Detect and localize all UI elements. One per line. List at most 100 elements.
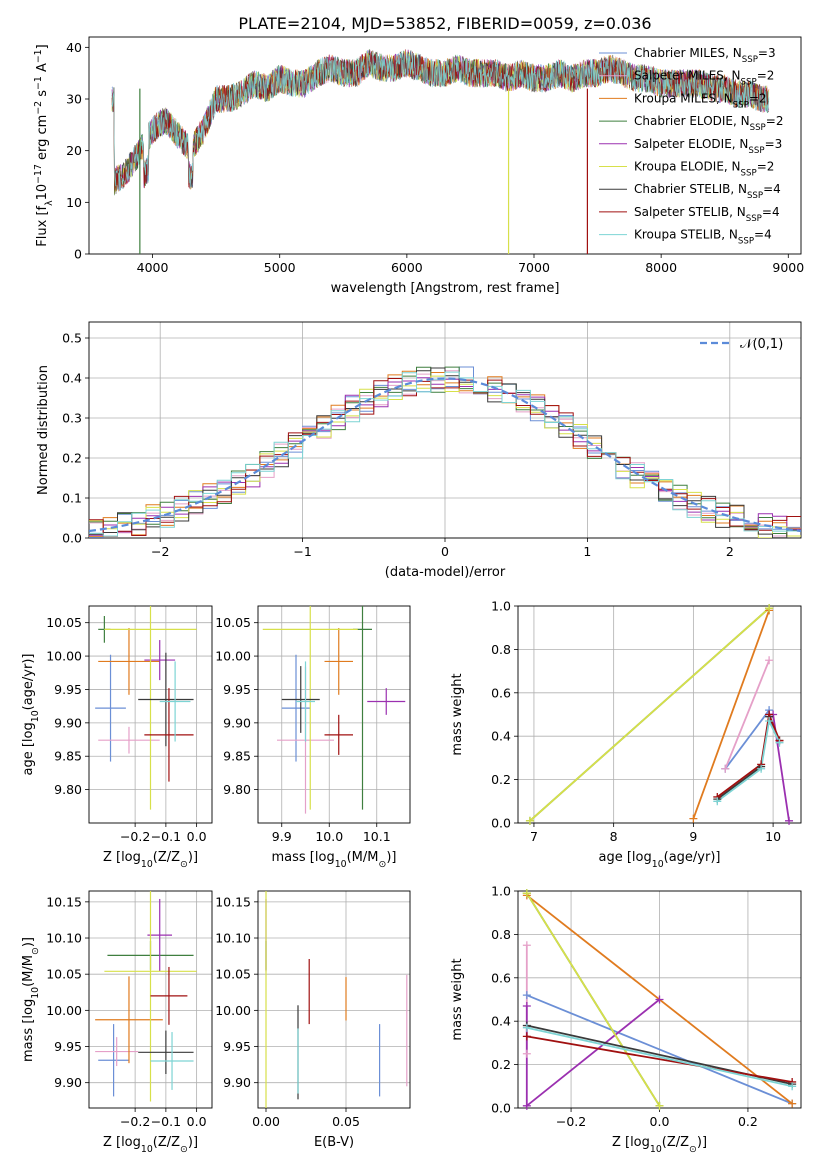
- y-tick-label: 10.15: [46, 894, 82, 909]
- y-tick-label: 9.95: [54, 1039, 82, 1054]
- y-tick-label: 9.80: [54, 782, 82, 797]
- y-tick-label: 0.8: [491, 927, 511, 942]
- panel-weight-vs-age: 7 8 9 10 0.0 0.2 0.4 0.6 0.8 1.0 age [log10(age/yr…: [450, 599, 802, 870]
- weight-marker: [788, 1082, 797, 1091]
- x-axis-label: age [log10(age/yr)]: [599, 850, 721, 870]
- legend-label: 𝒩(0,1): [740, 337, 783, 352]
- x-tick-label: 10.0: [315, 829, 343, 844]
- weight-marker: [757, 764, 766, 773]
- y-tick-label: 0.2: [491, 772, 511, 787]
- weight-line-kroupa-stelib: [526, 1026, 793, 1088]
- histogram-kroupa-elodie: [89, 375, 801, 538]
- weight-marker: [765, 717, 774, 726]
- weight-line-salpeter-stelib: [526, 1035, 793, 1083]
- weight-marker: [522, 1049, 531, 1058]
- weight-marker: [522, 1023, 531, 1032]
- weight-line-kroupa-stelib: [716, 718, 781, 803]
- x-tick-label: 0.00: [252, 1114, 280, 1129]
- y-tick-label: 9.90: [223, 715, 251, 730]
- y-tick-label: 0.8: [491, 642, 511, 657]
- x-tick-label: 8: [610, 829, 618, 844]
- y-tick-label: 10.15: [215, 894, 251, 909]
- x-tick-label: 7: [530, 829, 538, 844]
- weight-marker: [522, 889, 531, 898]
- weight-marker: [522, 941, 531, 950]
- x-tick-label: 4000: [137, 260, 169, 275]
- y-axis-label: Normed distribution: [36, 365, 51, 495]
- normal-curve: [89, 377, 801, 533]
- x-tick-label: −0.2: [556, 1114, 586, 1129]
- y-tick-label: 0.4: [62, 371, 82, 386]
- legend-label: Kroupa ELODIE, NSSP=2: [634, 160, 774, 179]
- x-tick-label: 0.0: [650, 1114, 670, 1129]
- weight-marker: [765, 656, 774, 665]
- x-tick-label: −2: [151, 544, 169, 559]
- x-tick-label: 0.0: [187, 829, 207, 844]
- y-tick-label: 9.80: [223, 782, 251, 797]
- y-tick-label: 0: [74, 247, 82, 262]
- panel-residuals: −2 −1 0 1 2 0.0 0.1 0.2 0.3 0.4 0.5 (data-model)/er…: [36, 321, 802, 580]
- x-axis-label: Z [log10(Z/Z⊙)]: [103, 850, 198, 870]
- histogram-kroupa-stelib: [89, 371, 801, 537]
- x-tick-label: 9: [689, 829, 697, 844]
- panel-age-vs-mass: 9.9 10.0 10.1 9.80 9.85 9.90 9.95 10.00 10.05 mas…: [215, 605, 411, 870]
- x-tick-label: 0.2: [738, 1114, 758, 1129]
- y-tick-label: 0.5: [62, 331, 82, 346]
- y-tick-label: 0.3: [62, 411, 82, 426]
- x-tick-label: 9.9: [272, 829, 292, 844]
- weight-line-kroupa-elodie: [529, 607, 770, 822]
- x-axis-label: Z [log10(Z/Z⊙)]: [103, 1135, 198, 1155]
- weight-line-chabrier-miles: [724, 709, 770, 770]
- weight-marker: [785, 816, 794, 825]
- plot-area: [529, 607, 790, 822]
- weight-marker: [522, 1002, 531, 1011]
- legend-label: Chabrier STELIB, NSSP=4: [634, 182, 781, 201]
- plot-area: [89, 366, 801, 538]
- histogram-salpeter-stelib: [89, 378, 801, 537]
- y-tick-label: 10.10: [46, 931, 82, 946]
- panel-weight-vs-Z: −0.2 0.0 0.2 0.0 0.2 0.4 0.6 0.8 1.0 Z [log10(Z/Z…: [450, 884, 802, 1155]
- weight-line-salpeter-elodie: [769, 713, 790, 821]
- weight-line-kroupa-elodie: [526, 892, 661, 1107]
- axes-frame: [88, 321, 802, 539]
- y-tick-label: 0.0: [62, 531, 82, 546]
- y-axis-label: age [log10(age/yr)]: [21, 654, 41, 776]
- weight-marker: [713, 797, 722, 806]
- y-tick-label: 30: [66, 92, 82, 107]
- weight-marker: [525, 816, 534, 825]
- legend-label: Chabrier ELODIE, NSSP=2: [634, 114, 783, 133]
- y-tick-label: 20: [66, 143, 82, 158]
- x-tick-label: 10: [765, 829, 781, 844]
- spectrum-line-kroupa-stelib: [111, 51, 770, 192]
- weight-line-kroupa-miles: [692, 609, 770, 820]
- x-tick-label: 0.0: [187, 1114, 207, 1129]
- x-tick-label: 5000: [264, 260, 296, 275]
- y-tick-label: 10.05: [46, 615, 82, 630]
- y-tick-label: 0.4: [491, 1014, 511, 1029]
- x-axis-label: E(B-V): [314, 1135, 354, 1150]
- x-tick-label: −0.2: [120, 829, 150, 844]
- y-tick-label: 10: [66, 195, 82, 210]
- y-tick-label: 10.00: [46, 1003, 82, 1018]
- weight-marker: [522, 991, 531, 1000]
- x-axis-label: mass [log10(M/M⊙)]: [272, 850, 397, 870]
- figure-title: PLATE=2104, MJD=53852, FIBERID=0059, z=0…: [238, 14, 651, 33]
- plot-area: [95, 891, 197, 1102]
- legend-label: Salpeter STELIB, NSSP=4: [634, 205, 780, 224]
- y-tick-label: 10.05: [46, 967, 82, 982]
- weight-marker: [522, 1032, 531, 1041]
- y-tick-label: 0.1: [62, 491, 82, 506]
- legend-label: Salpeter ELODIE, NSSP=3: [634, 137, 782, 156]
- y-tick-label: 9.85: [54, 749, 82, 764]
- weight-line-chabrier-miles: [526, 994, 793, 1105]
- y-tick-label: 0.6: [491, 685, 511, 700]
- x-tick-label: 6000: [391, 260, 423, 275]
- y-tick-label: 0.4: [491, 729, 511, 744]
- panel-mass-vs-Z: −0.2 −0.1 0.0 9.90 9.95 10.00 10.05 10.10 10.15 Z…: [21, 890, 213, 1155]
- y-axis-label: mass weight: [450, 673, 465, 755]
- x-tick-label: 10.1: [363, 829, 391, 844]
- legend: Chabrier MILES, NSSP=3 Salpeter MILES, NS…: [599, 46, 783, 247]
- y-tick-label: 9.95: [54, 682, 82, 697]
- y-tick-label: 10.10: [215, 931, 251, 946]
